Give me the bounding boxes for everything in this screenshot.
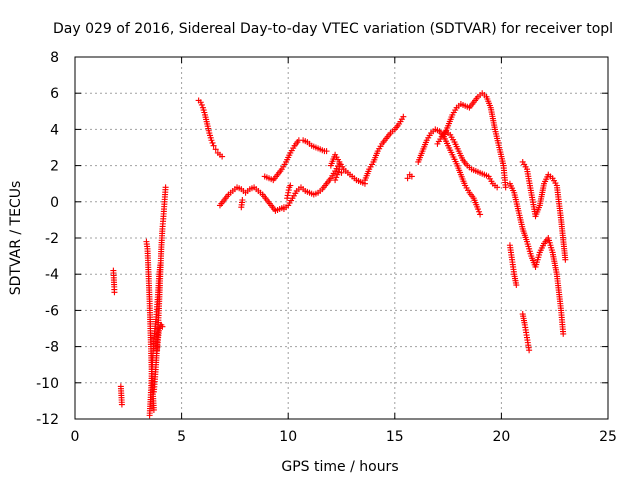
series-early-1 <box>110 267 118 296</box>
axis-ticks <box>74 56 609 420</box>
y-tick-label: 8 <box>50 50 59 66</box>
series-arc-2 <box>216 184 287 214</box>
x-tick-label: 15 <box>386 429 404 445</box>
series-arc-13 <box>519 311 533 354</box>
data-point <box>336 166 343 173</box>
data-point <box>287 182 294 189</box>
y-tick-label: -12 <box>36 412 59 428</box>
series-arc-11 <box>506 242 520 289</box>
y-tick-labels: -12 -10 -8 -6 -4 -2 0 2 4 6 8 <box>36 50 59 428</box>
data-point <box>513 282 520 289</box>
x-tick-labels: 0 5 10 15 20 25 <box>71 429 617 445</box>
series-arc-1 <box>195 97 226 160</box>
data-point <box>197 99 204 106</box>
data-point <box>162 184 169 191</box>
series-arc-6 <box>361 113 407 184</box>
data-point <box>208 137 215 144</box>
y-tick-label: -4 <box>45 267 59 283</box>
data-point <box>111 289 118 296</box>
data-point <box>560 330 567 337</box>
series-arc-14 <box>519 158 569 263</box>
data-point <box>323 148 330 155</box>
series-arc-9 <box>434 128 501 191</box>
data-point <box>212 146 219 153</box>
series-track-c <box>150 184 169 395</box>
series-early-2 <box>117 383 125 408</box>
series-arc-5 <box>327 151 368 187</box>
x-tick-label: 0 <box>71 429 80 445</box>
data-point <box>118 401 125 408</box>
data-point <box>404 175 411 182</box>
data-point <box>476 208 483 215</box>
x-tick-label: 25 <box>599 429 617 445</box>
data-point <box>526 347 533 354</box>
y-tick-label: 0 <box>50 195 59 211</box>
data-point <box>477 211 484 218</box>
data-point <box>502 184 509 191</box>
y-tick-label: -10 <box>36 376 59 392</box>
x-tick-label: 5 <box>177 429 186 445</box>
series-track-d <box>154 321 166 354</box>
data-point <box>239 196 246 203</box>
y-tick-label: 6 <box>50 86 59 102</box>
series-arc-2b <box>238 196 246 211</box>
x-tick-label: 10 <box>279 429 297 445</box>
data-point <box>159 323 166 330</box>
y-tick-label: -8 <box>45 340 59 356</box>
data-point <box>494 184 501 191</box>
data-point <box>219 153 226 160</box>
series-arc-10 <box>440 90 509 191</box>
data-point <box>156 325 163 332</box>
y-tick-label: -6 <box>45 303 59 319</box>
series-arc-3 <box>261 137 330 184</box>
series-arc-5b <box>332 166 345 184</box>
data-point <box>562 256 569 263</box>
series-arc-4 <box>280 160 343 213</box>
data-point <box>400 113 407 120</box>
y-tick-label: 4 <box>50 122 59 138</box>
x-tick-label: 20 <box>492 429 510 445</box>
data-point <box>209 139 216 146</box>
data-point <box>474 206 481 213</box>
grid <box>75 57 608 419</box>
y-tick-label: 2 <box>50 159 59 175</box>
x-axis-title: GPS time / hours <box>281 459 398 475</box>
data-point <box>332 177 339 184</box>
chart-title: Day 029 of 2016, Sidereal Day-to-day VTE… <box>53 21 613 37</box>
series-arc-7 <box>404 171 415 182</box>
data-point <box>198 101 205 108</box>
y-axis-title: SDTVAR / TECUs <box>8 181 24 296</box>
series-arc-4b <box>284 182 294 202</box>
data-points <box>110 90 569 419</box>
data-point <box>338 169 345 176</box>
series-arc-8 <box>415 126 484 218</box>
data-point <box>334 171 341 178</box>
series-arc-12 <box>506 180 567 337</box>
y-tick-label: -2 <box>45 231 59 247</box>
data-point <box>210 142 217 149</box>
data-point <box>333 174 340 181</box>
data-point <box>150 406 157 413</box>
data-point <box>408 173 415 180</box>
data-point <box>335 168 342 175</box>
